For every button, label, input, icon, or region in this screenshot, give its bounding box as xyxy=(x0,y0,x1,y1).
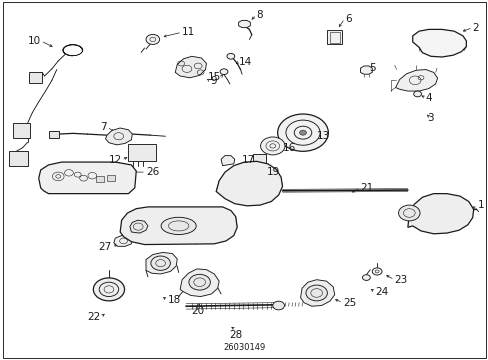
Ellipse shape xyxy=(161,217,196,234)
Polygon shape xyxy=(39,162,136,194)
Text: 6: 6 xyxy=(344,14,351,24)
Polygon shape xyxy=(180,269,219,297)
Polygon shape xyxy=(216,161,282,206)
Text: 27: 27 xyxy=(99,242,112,252)
Circle shape xyxy=(146,35,159,44)
Polygon shape xyxy=(9,151,27,166)
Polygon shape xyxy=(238,21,250,28)
Text: 9: 9 xyxy=(210,76,217,86)
Text: 22: 22 xyxy=(87,312,101,322)
Polygon shape xyxy=(49,131,59,138)
Polygon shape xyxy=(221,156,234,166)
Text: 28: 28 xyxy=(229,330,242,340)
Polygon shape xyxy=(395,69,437,91)
Circle shape xyxy=(413,91,421,97)
Polygon shape xyxy=(29,72,42,83)
Circle shape xyxy=(272,301,284,310)
Text: 13: 13 xyxy=(316,131,329,141)
Circle shape xyxy=(371,268,381,275)
Polygon shape xyxy=(407,194,473,234)
Text: 24: 24 xyxy=(374,287,387,297)
Text: 26: 26 xyxy=(146,167,159,177)
Polygon shape xyxy=(253,154,266,163)
Text: 17: 17 xyxy=(242,155,255,165)
Polygon shape xyxy=(175,56,206,78)
Circle shape xyxy=(220,69,227,75)
Text: 11: 11 xyxy=(182,27,195,37)
Circle shape xyxy=(226,53,234,59)
Text: 5: 5 xyxy=(368,63,375,73)
Circle shape xyxy=(299,130,306,135)
Text: 15: 15 xyxy=(207,72,221,82)
Polygon shape xyxy=(300,280,334,306)
Text: 10: 10 xyxy=(27,36,41,46)
Circle shape xyxy=(277,114,328,151)
Text: 7: 7 xyxy=(100,122,107,132)
Polygon shape xyxy=(13,123,30,138)
Polygon shape xyxy=(130,220,148,233)
Text: 8: 8 xyxy=(256,10,263,20)
Bar xyxy=(329,32,339,42)
Bar xyxy=(327,30,341,44)
Text: 23: 23 xyxy=(394,275,407,285)
Text: 1: 1 xyxy=(477,200,483,210)
Text: 26030149: 26030149 xyxy=(223,343,265,352)
Polygon shape xyxy=(107,175,115,181)
Text: 21: 21 xyxy=(360,183,373,193)
Polygon shape xyxy=(120,207,237,244)
Text: 20: 20 xyxy=(191,306,204,316)
Text: 19: 19 xyxy=(266,167,279,177)
Circle shape xyxy=(362,275,369,280)
Circle shape xyxy=(93,278,124,301)
Circle shape xyxy=(151,256,170,270)
Polygon shape xyxy=(128,144,156,161)
Text: 2: 2 xyxy=(472,23,478,33)
Polygon shape xyxy=(360,66,371,74)
Polygon shape xyxy=(114,235,132,246)
Polygon shape xyxy=(105,128,132,145)
Polygon shape xyxy=(146,252,177,274)
Text: 4: 4 xyxy=(425,93,431,103)
Circle shape xyxy=(305,285,327,301)
Text: 3: 3 xyxy=(427,113,433,123)
Text: 18: 18 xyxy=(167,295,181,305)
Circle shape xyxy=(260,137,285,155)
Circle shape xyxy=(188,274,210,290)
Text: 16: 16 xyxy=(282,143,295,153)
Text: 25: 25 xyxy=(342,298,356,308)
Text: 12: 12 xyxy=(108,155,122,165)
Polygon shape xyxy=(96,176,104,182)
Polygon shape xyxy=(412,30,466,57)
Text: 14: 14 xyxy=(238,57,251,67)
Circle shape xyxy=(398,205,419,221)
